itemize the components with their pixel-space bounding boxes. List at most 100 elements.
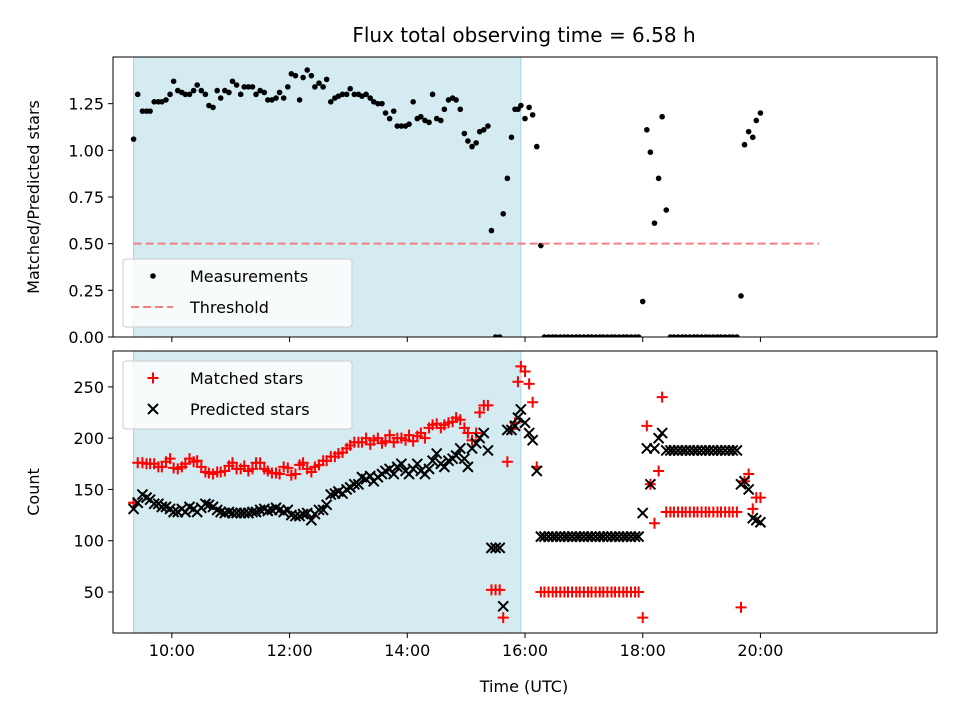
measurement-point — [687, 334, 693, 337]
predicted-star-point — [478, 427, 490, 439]
predicted-star-point — [523, 427, 535, 439]
measurement-point — [308, 72, 315, 79]
predicted-star-point — [501, 424, 514, 436]
predicted-star-point — [597, 530, 609, 543]
plot-area — [130, 67, 820, 337]
measurement-point — [343, 91, 350, 98]
predicted-star-point — [526, 434, 539, 446]
measurement-point — [526, 104, 532, 111]
measurement-point — [518, 102, 524, 109]
legend: Measurements Threshold — [122, 258, 353, 328]
measurement-point — [320, 84, 326, 90]
predicted-star-point — [738, 475, 751, 487]
measurement-point — [481, 127, 487, 133]
predicted-star-point — [127, 503, 140, 515]
matched-star-point — [164, 453, 176, 465]
series-matched-stars — [128, 360, 766, 624]
matched-star-point — [226, 457, 238, 469]
measurement-point — [229, 78, 236, 85]
measurement-point — [363, 91, 369, 98]
matched-star-point — [656, 391, 668, 403]
matched-star-point — [360, 432, 372, 444]
predicted-star-point — [493, 542, 506, 554]
predicted-star-point — [515, 403, 527, 416]
predicted-star-point — [632, 530, 645, 543]
x-axis-label: Time (UTC) — [479, 677, 568, 696]
measurement-point — [655, 175, 662, 182]
measurement-point — [292, 72, 299, 79]
measurement-point — [504, 175, 511, 182]
predicted-star-point — [703, 444, 715, 457]
matched-star-point — [747, 503, 759, 515]
legend-x-marker — [147, 403, 159, 415]
measurement-point — [647, 149, 654, 155]
y-axis-label: Matched/Predicted stars — [24, 100, 43, 294]
matched-star-point — [246, 463, 258, 475]
predicted-star-point — [754, 516, 767, 528]
matched-star-point — [501, 456, 513, 468]
legend-dot-marker — [150, 273, 156, 279]
measurement-point — [624, 334, 630, 337]
measurement-point — [134, 91, 141, 98]
predicted-star-point — [462, 461, 474, 473]
predicted-star-point — [742, 483, 755, 496]
measurement-point — [163, 97, 169, 103]
matched-star-point — [527, 396, 539, 408]
measurement-point — [565, 334, 571, 337]
measurement-point — [496, 334, 503, 337]
matched-star-point — [512, 376, 524, 388]
matched-star-point — [403, 429, 415, 441]
predicted-star-point — [317, 504, 329, 516]
measurement-point — [461, 130, 468, 137]
legend-label: Matched stars — [190, 369, 303, 388]
matched-star-point — [380, 435, 392, 447]
matched-star-point — [735, 601, 747, 613]
measurement-point — [588, 334, 595, 337]
matched-star-point — [454, 414, 466, 426]
measurement-point — [492, 334, 499, 337]
measurement-point — [722, 334, 728, 337]
measurement-point — [453, 97, 459, 103]
measurement-point — [426, 119, 432, 126]
measurement-point — [210, 104, 216, 111]
top-panel: 0.00 0.25 0.50 0.75 1.00 1.25 Matched/Predicte… — [24, 56, 938, 347]
measurement-point — [249, 84, 256, 90]
x-tick-label: 14:00 — [384, 641, 430, 660]
predicted-star-point — [715, 444, 727, 457]
measurement-point — [323, 76, 330, 83]
measurement-point — [729, 334, 736, 337]
measurement-point — [741, 141, 748, 148]
matched-star-point — [754, 492, 766, 504]
measurement-point — [253, 91, 259, 98]
measurement-point — [745, 128, 752, 135]
measurement-point — [557, 334, 564, 337]
predicted-star-point — [325, 488, 337, 501]
predicted-star-point — [621, 530, 633, 543]
matched-star-point — [653, 465, 665, 477]
predicted-star-point — [305, 514, 318, 526]
matched-star-point — [419, 432, 431, 444]
measurement-point — [529, 112, 536, 118]
measurement-point — [394, 123, 401, 129]
legend-box — [122, 360, 353, 430]
matched-star-point — [274, 468, 286, 480]
measurement-point — [406, 121, 412, 127]
measurement-point — [217, 95, 224, 101]
matched-star-point — [523, 378, 535, 390]
matched-star-point — [254, 457, 266, 469]
x-tick-label: 16:00 — [502, 641, 548, 660]
measurement-point — [139, 108, 146, 114]
measurement-point — [418, 113, 424, 120]
matched-star-point — [637, 612, 649, 624]
measurement-point — [569, 334, 575, 337]
measurement-point — [245, 84, 252, 90]
matched-star-point — [633, 586, 645, 598]
measurement-point — [500, 211, 507, 217]
measurement-point — [710, 334, 717, 337]
y-tick-label: 0.25 — [68, 281, 104, 300]
measurement-point — [441, 106, 448, 113]
predicted-star-point — [489, 542, 502, 554]
measurement-point — [375, 100, 381, 107]
measurement-point — [198, 87, 205, 94]
measurement-point — [327, 99, 334, 105]
